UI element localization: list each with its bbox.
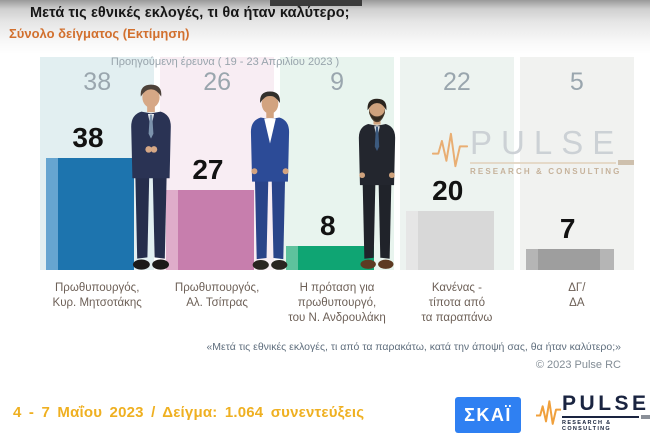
question-footnote: «Μετά τις εθνικές εκλογές, τι από τα παρ… — [206, 341, 621, 353]
chart-column-dk-na: 5 7 — [519, 57, 635, 270]
copyright-note: © 2023 Pulse RC — [535, 359, 621, 371]
pulse-logo-text: PULSE RESEARCH & CONSULTING — [562, 393, 650, 432]
previous-value: 5 — [569, 68, 584, 96]
pulse-logo-name: PULSE — [562, 392, 650, 415]
pulse-watermark: PULSE RESEARCH & CONSULTING — [432, 126, 634, 176]
pulse-watermark-tagline: RESEARCH & CONSULTING — [470, 167, 622, 176]
photo-tsipras — [250, 91, 290, 270]
page-title: Μετά τις εθνικές εκλογές, τι θα ήταν καλ… — [30, 5, 350, 21]
skai-logo: ΣΚΑΪ — [455, 397, 521, 433]
header-background — [0, 0, 650, 54]
previous-survey-label: Προηγούμενη έρευνα ( 19 - 23 Απριλίου 20… — [110, 56, 340, 68]
category-label-dk-na: ΔΓ/ ΔΑ — [568, 282, 586, 309]
photo-mitsotakis — [131, 84, 171, 270]
bar — [285, 246, 374, 270]
current-value: 38 — [72, 122, 104, 153]
previous-value: 38 — [83, 68, 112, 96]
pulse-logo-line — [562, 415, 650, 419]
pulse-watermark-text: PULSE RESEARCH & CONSULTING — [470, 126, 634, 176]
category-label-androulakis: Η πρόταση για πρωθυπουργό, του Ν. Ανδρου… — [288, 282, 386, 324]
previous-value: 22 — [443, 68, 471, 96]
fieldwork-note: 4 - 7 Μαΐου 2023 / Δείγμα: 1.064 συνεντε… — [13, 404, 365, 421]
chart-column-mitsotakis: 38 38 — [40, 57, 155, 270]
current-value: 7 — [559, 213, 576, 244]
page-subtitle: Σύνολο δείγματος (Εκτίμηση) — [9, 26, 190, 41]
skai-logo-text: ΣΚΑΪ — [464, 404, 512, 425]
pulse-logo: PULSE RESEARCH & CONSULTING — [536, 393, 650, 432]
pulse-heartbeat-icon — [536, 399, 562, 425]
category-label-none: Κανένας - τίποτα από τα παραπάνω — [421, 282, 493, 324]
current-value: 27 — [192, 154, 224, 185]
current-value: 8 — [320, 210, 336, 241]
category-label-mitsotakis: Πρωθυπουργός, Κυρ. Μητσοτάκης — [52, 282, 142, 309]
category-label-tsipras: Πρωθυπουργός, Αλ. Τσίπρας — [174, 282, 260, 309]
current-value: 20 — [432, 175, 464, 206]
pulse-logo-tagline: RESEARCH & CONSULTING — [562, 420, 612, 432]
pulse-watermark-name: PULSE — [470, 124, 624, 161]
previous-value: 9 — [330, 68, 344, 96]
bottom-strip: 4 - 7 Μαΐου 2023 / Δείγμα: 1.064 συνεντε… — [0, 388, 650, 435]
category-labels: Πρωθυπουργός, Κυρ. Μητσοτάκης Πρωθυπουργ… — [40, 281, 634, 326]
bar — [525, 249, 614, 270]
bar — [405, 211, 494, 270]
previous-value: 26 — [203, 68, 232, 96]
bar — [46, 158, 134, 270]
pulse-watermark-line — [470, 160, 634, 165]
top-edge-bar — [270, 0, 362, 6]
photo-androulakis — [358, 98, 396, 269]
bar — [165, 190, 254, 270]
pulse-heartbeat-icon — [432, 132, 468, 168]
